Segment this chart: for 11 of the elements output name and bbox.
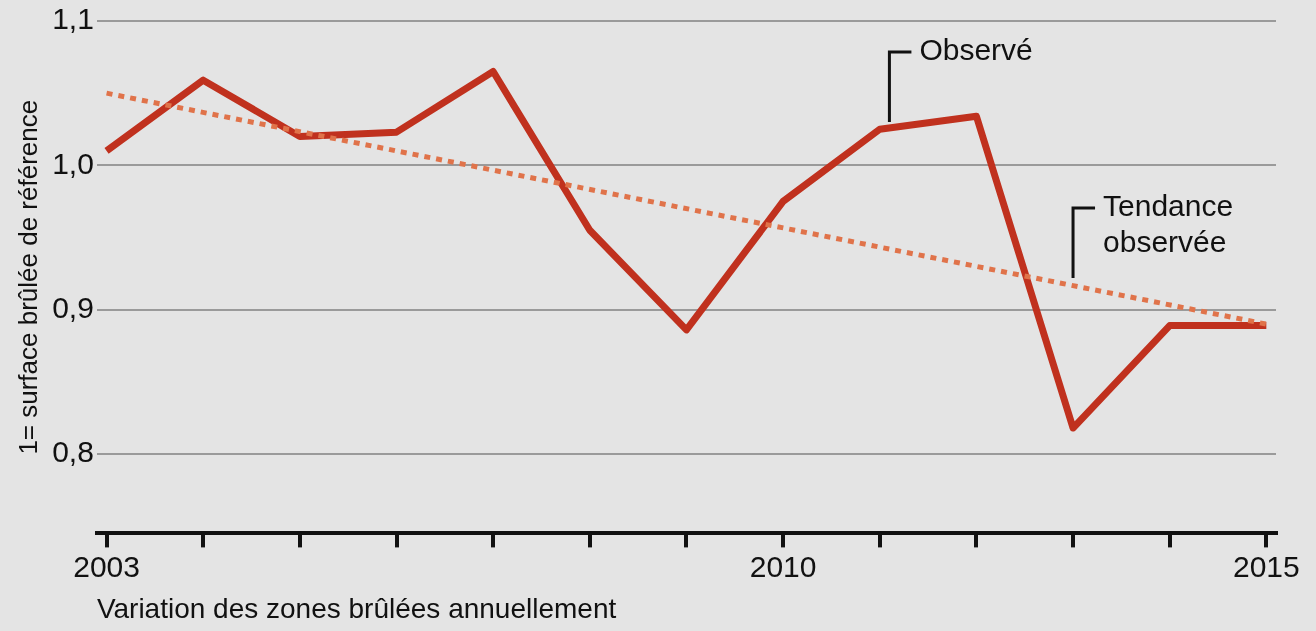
x-axis-title: Variation des zones brûlées annuellement bbox=[96, 592, 617, 624]
y-tick-label: 0,8 bbox=[52, 435, 94, 469]
x-tick-label: 2003 bbox=[73, 549, 140, 583]
annotation: Observé bbox=[919, 33, 1033, 67]
y-tick-label: 0,9 bbox=[52, 290, 94, 324]
annotation: Tendance observée bbox=[1103, 189, 1234, 259]
y-axis-title: 1= surface brûlée de référence bbox=[12, 99, 43, 455]
x-tick-label: 2010 bbox=[749, 549, 817, 583]
y-tick-label: 1,0 bbox=[52, 146, 94, 180]
x-tick-label: 2015 bbox=[1232, 549, 1300, 583]
y-tick-label: 1,1 bbox=[52, 2, 94, 36]
